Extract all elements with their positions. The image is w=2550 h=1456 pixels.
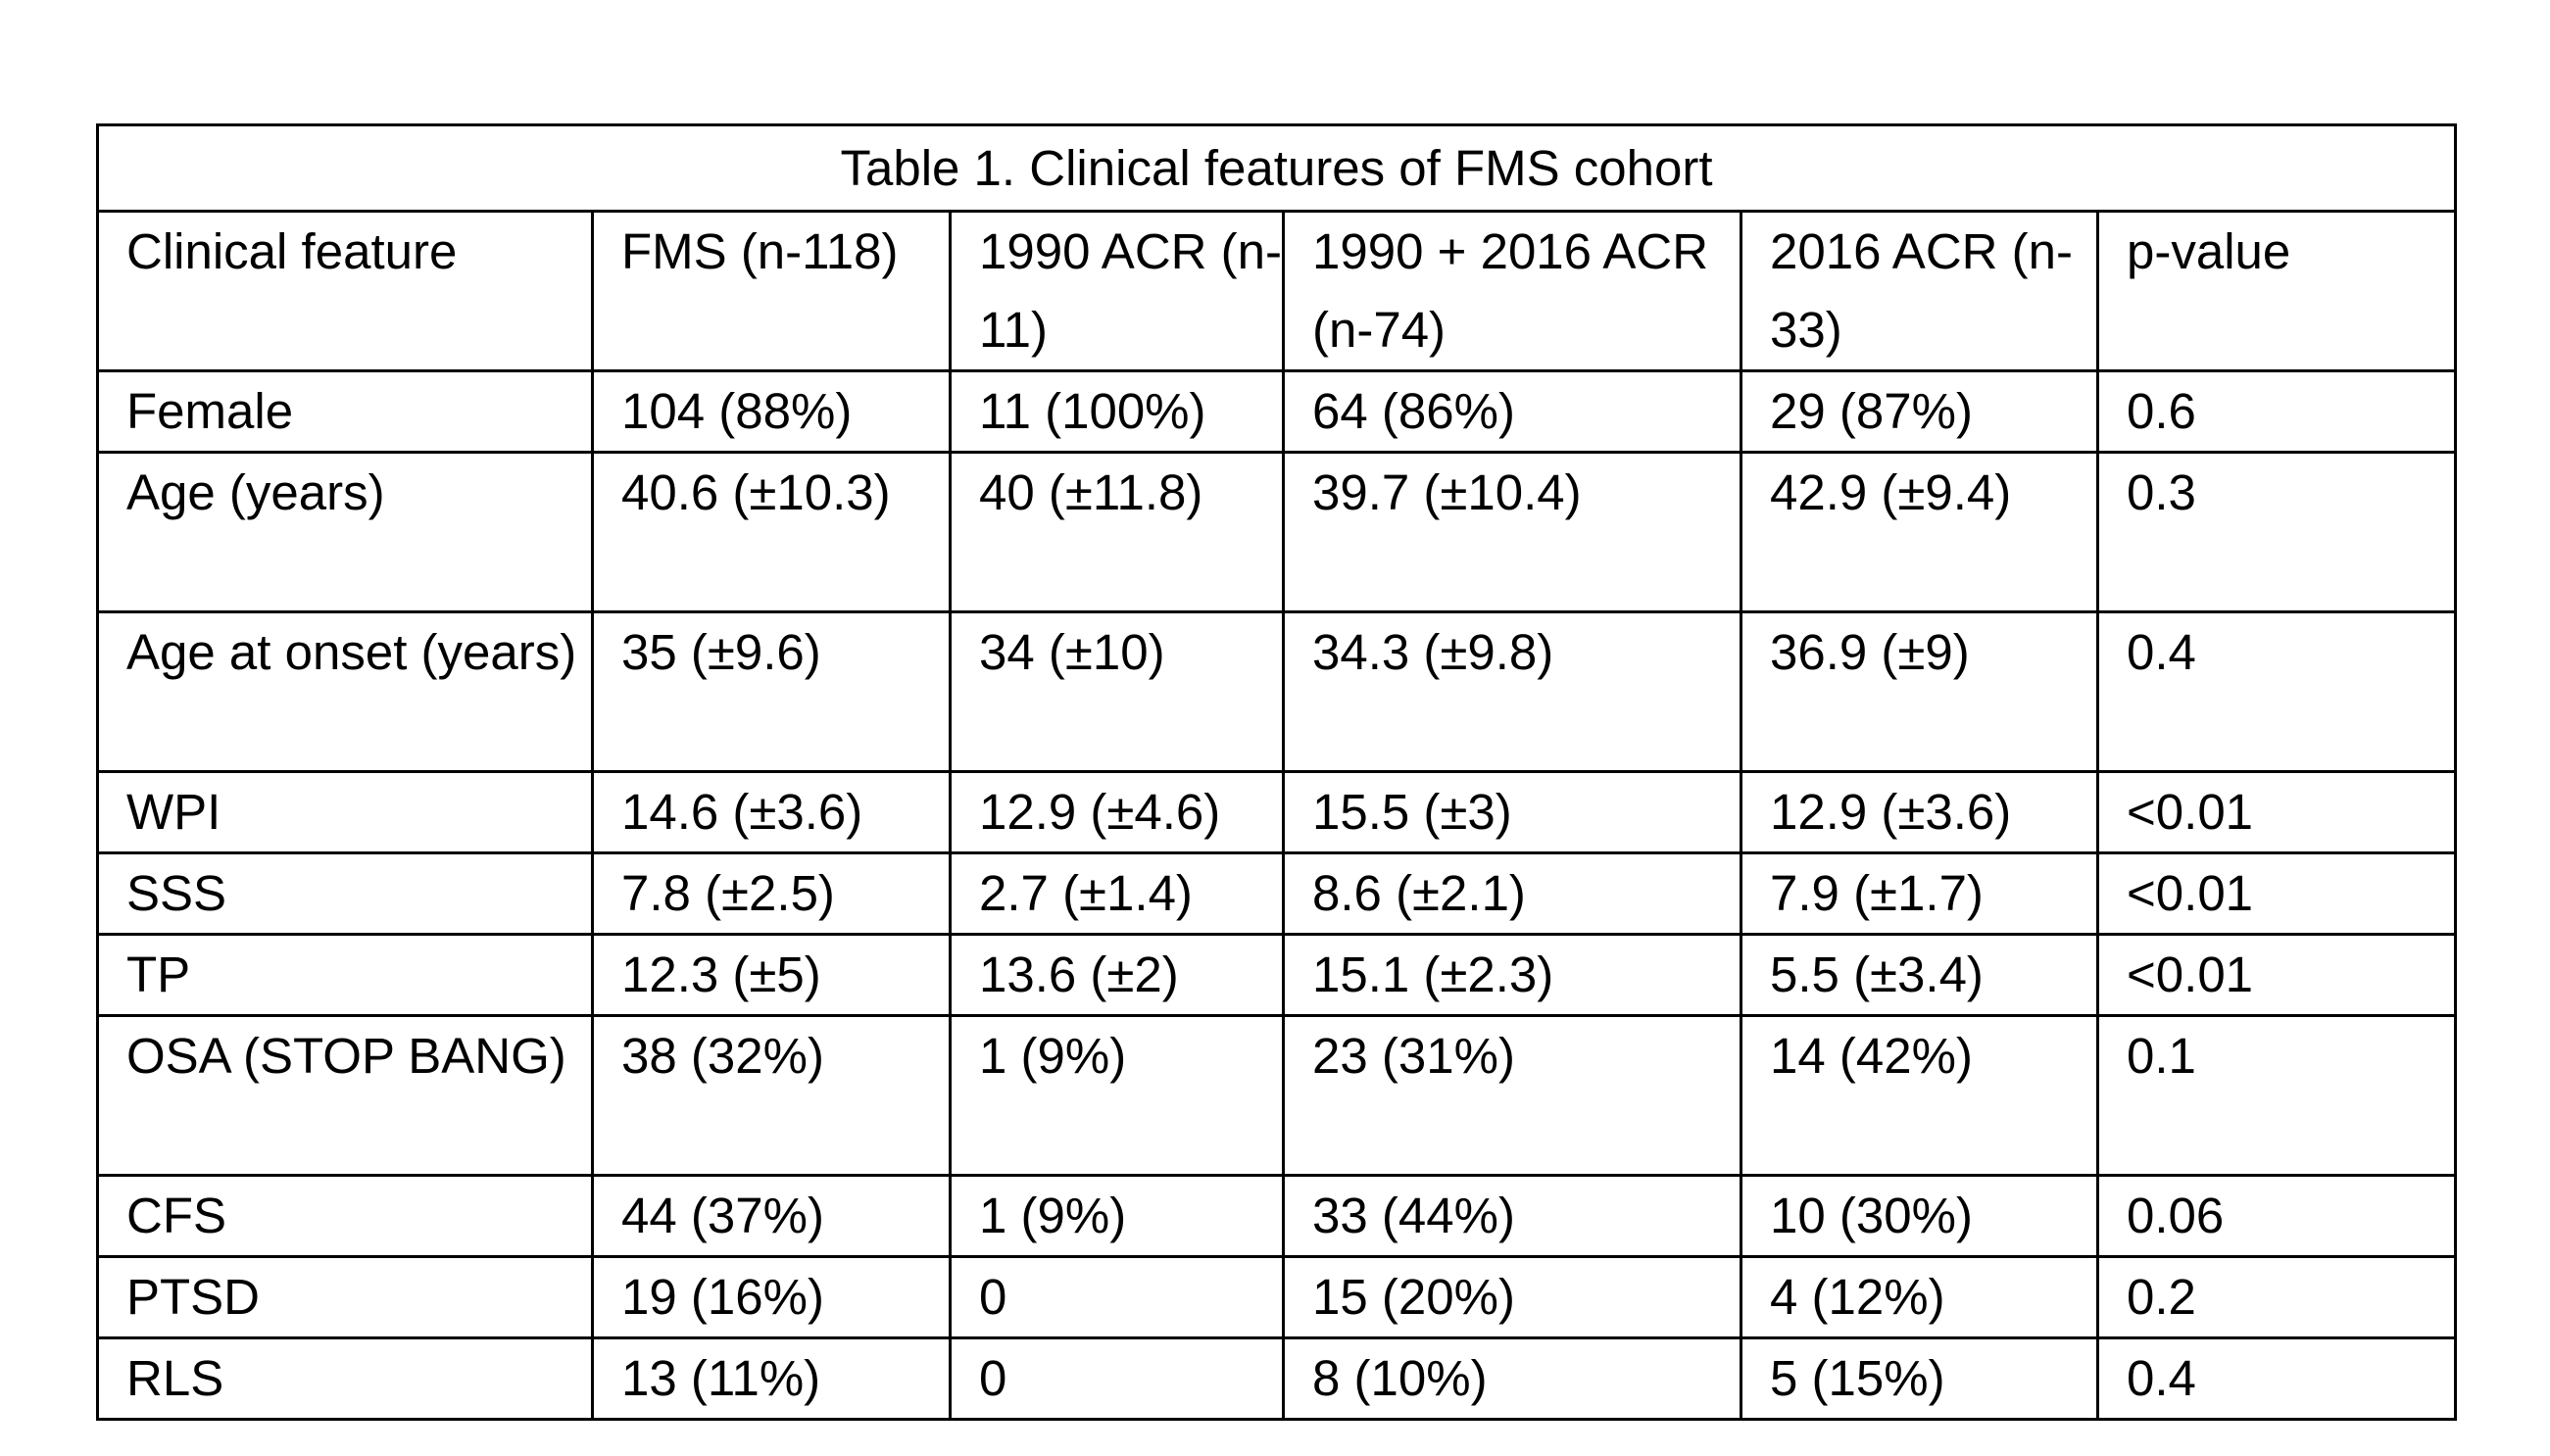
table-cell: 15 (20%) (1282, 1255, 1742, 1339)
table-cell: Age at onset (years) (96, 610, 594, 773)
table-cell: 34.3 (±9.8) (1282, 610, 1742, 773)
table-cell: 0.4 (2096, 610, 2457, 773)
table-header-row: Clinical feature FMS (n-118) 1990 ACR (n… (96, 210, 2457, 372)
table-cell: 10 (30%) (1740, 1174, 2099, 1258)
table-cell: 0.3 (2096, 451, 2457, 613)
table-title-row: Table 1. Clinical features of FMS cohort (96, 123, 2457, 213)
table-cell: WPI (96, 770, 594, 854)
table-cell: 39.7 (±10.4) (1282, 451, 1742, 613)
table-cell: 0.1 (2096, 1014, 2457, 1177)
table-cell: TP (96, 933, 594, 1017)
table-cell: 15.5 (±3) (1282, 770, 1742, 854)
column-header: FMS (n-118) (591, 210, 952, 372)
table-cell: 0.4 (2096, 1336, 2457, 1421)
table-cell: 44 (37%) (591, 1174, 952, 1258)
table-cell: 0.6 (2096, 369, 2457, 454)
table-cell: 7.9 (±1.7) (1740, 851, 2099, 936)
table-cell: Age (years) (96, 451, 594, 613)
table-row: Female 104 (88%) 11 (100%) 64 (86%) 29 (… (96, 369, 2457, 454)
column-header: 2016 ACR (n-33) (1740, 210, 2099, 372)
table-cell: 12.9 (±3.6) (1740, 770, 2099, 854)
table-cell: 4 (12%) (1740, 1255, 2099, 1339)
table-cell: 2.7 (±1.4) (949, 851, 1285, 936)
table-cell: 34 (±10) (949, 610, 1285, 773)
table-cell: 104 (88%) (591, 369, 952, 454)
table-cell: 0 (949, 1255, 1285, 1339)
table-cell: SSS (96, 851, 594, 936)
table-row: PTSD 19 (16%) 0 15 (20%) 4 (12%) 0.2 (96, 1255, 2457, 1339)
table-cell: <0.01 (2096, 770, 2457, 854)
table-cell: CFS (96, 1174, 594, 1258)
table-cell: 14 (42%) (1740, 1014, 2099, 1177)
table-cell: 1 (9%) (949, 1014, 1285, 1177)
table-row: Age at onset (years) 35 (±9.6) 34 (±10) … (96, 610, 2457, 773)
table-cell: 40.6 (±10.3) (591, 451, 952, 613)
table-cell: 14.6 (±3.6) (591, 770, 952, 854)
table-row: TP 12.3 (±5) 13.6 (±2) 15.1 (±2.3) 5.5 (… (96, 933, 2457, 1017)
table-cell: <0.01 (2096, 933, 2457, 1017)
table-cell: 12.9 (±4.6) (949, 770, 1285, 854)
table-row: SSS 7.8 (±2.5) 2.7 (±1.4) 8.6 (±2.1) 7.9… (96, 851, 2457, 936)
table-cell: 33 (44%) (1282, 1174, 1742, 1258)
table-cell: 12.3 (±5) (591, 933, 952, 1017)
table-cell: OSA (STOP BANG) (96, 1014, 594, 1177)
table-cell: 13.6 (±2) (949, 933, 1285, 1017)
table-cell: 15.1 (±2.3) (1282, 933, 1742, 1017)
table-cell: <0.01 (2096, 851, 2457, 936)
table-row: Age (years) 40.6 (±10.3) 40 (±11.8) 39.7… (96, 451, 2457, 613)
table-cell: 29 (87%) (1740, 369, 2099, 454)
table-cell: 40 (±11.8) (949, 451, 1285, 613)
table-cell: 13 (11%) (591, 1336, 952, 1421)
table-cell: 38 (32%) (591, 1014, 952, 1177)
table-title: Table 1. Clinical features of FMS cohort (96, 123, 2457, 213)
table-cell: 7.8 (±2.5) (591, 851, 952, 936)
table-row: CFS 44 (37%) 1 (9%) 33 (44%) 10 (30%) 0.… (96, 1174, 2457, 1258)
table-cell: Female (96, 369, 594, 454)
table-cell: 36.9 (±9) (1740, 610, 2099, 773)
table-cell: 42.9 (±9.4) (1740, 451, 2099, 613)
table-row: RLS 13 (11%) 0 8 (10%) 5 (15%) 0.4 (96, 1336, 2457, 1421)
clinical-features-table: Table 1. Clinical features of FMS cohort… (96, 123, 2457, 1421)
table-cell: 35 (±9.6) (591, 610, 952, 773)
table-row: OSA (STOP BANG) 38 (32%) 1 (9%) 23 (31%)… (96, 1014, 2457, 1177)
table-cell: 8.6 (±2.1) (1282, 851, 1742, 936)
table-cell: 8 (10%) (1282, 1336, 1742, 1421)
table-cell: 0.2 (2096, 1255, 2457, 1339)
table-cell: RLS (96, 1336, 594, 1421)
table-cell: 5.5 (±3.4) (1740, 933, 2099, 1017)
table-row: WPI 14.6 (±3.6) 12.9 (±4.6) 15.5 (±3) 12… (96, 770, 2457, 854)
column-header: Clinical feature (96, 210, 594, 372)
column-header: p-value (2096, 210, 2457, 372)
column-header: 1990 ACR (n-11) (949, 210, 1285, 372)
table-cell: 0.06 (2096, 1174, 2457, 1258)
table-cell: PTSD (96, 1255, 594, 1339)
column-header: 1990 + 2016 ACR (n-74) (1282, 210, 1742, 372)
table-cell: 0 (949, 1336, 1285, 1421)
table-cell: 1 (9%) (949, 1174, 1285, 1258)
table-cell: 19 (16%) (591, 1255, 952, 1339)
table-cell: 23 (31%) (1282, 1014, 1742, 1177)
table-cell: 5 (15%) (1740, 1336, 2099, 1421)
table-cell: 64 (86%) (1282, 369, 1742, 454)
table-cell: 11 (100%) (949, 369, 1285, 454)
